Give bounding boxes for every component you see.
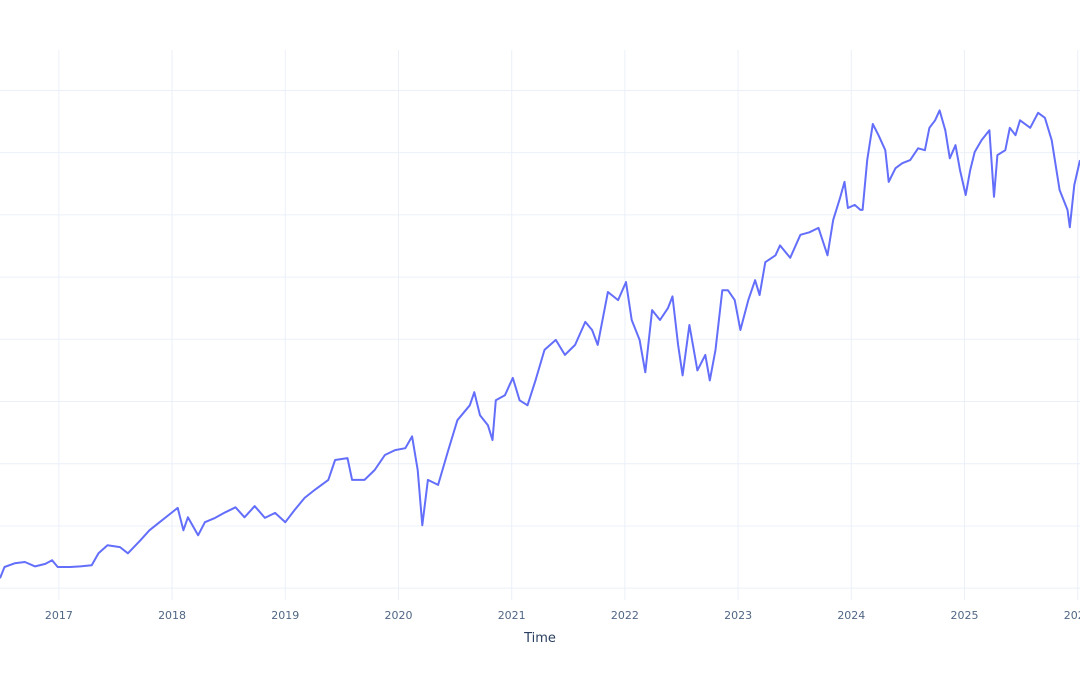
x-tick-labels: 2017 2018 2019 2020 2021 2022 2023 2024 2025 2026 bbox=[45, 609, 1080, 622]
x-tick-label: 2018 bbox=[158, 609, 186, 622]
x-tick-label: 2022 bbox=[611, 609, 639, 622]
x-tick-label: 2024 bbox=[837, 609, 865, 622]
series-layer bbox=[0, 109, 1080, 579]
x-tick-label: 2025 bbox=[951, 609, 979, 622]
x-tick-label: 2020 bbox=[384, 609, 412, 622]
x-tick-label: 2017 bbox=[45, 609, 73, 622]
gridlines bbox=[0, 50, 1080, 600]
x-tick-label: 2026 bbox=[1064, 609, 1080, 622]
x-tick-label: 2023 bbox=[724, 609, 752, 622]
series-line bbox=[0, 109, 1080, 579]
x-tick-label: 2019 bbox=[271, 609, 299, 622]
x-axis-title: Time bbox=[523, 631, 556, 646]
x-tick-label: 2021 bbox=[498, 609, 526, 622]
